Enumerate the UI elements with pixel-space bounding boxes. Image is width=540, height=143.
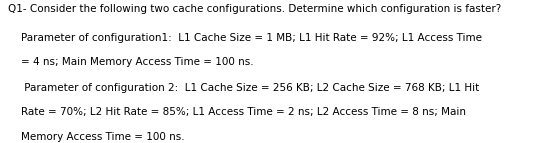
Text: Parameter of configuration1:  L1 Cache Size = 1 MB; L1 Hit Rate = 92%; L1 Access: Parameter of configuration1: L1 Cache Si…: [8, 33, 482, 43]
Text: Rate = 70%; L2 Hit Rate = 85%; L1 Access Time = 2 ns; L2 Access Time = 8 ns; Mai: Rate = 70%; L2 Hit Rate = 85%; L1 Access…: [8, 107, 466, 117]
Text: Q1- Consider the following two cache configurations. Determine which configurati: Q1- Consider the following two cache con…: [8, 4, 501, 14]
Text: = 4 ns; Main Memory Access Time = 100 ns.: = 4 ns; Main Memory Access Time = 100 ns…: [8, 57, 254, 67]
Text: Parameter of configuration 2:  L1 Cache Size = 256 KB; L2 Cache Size = 768 KB; L: Parameter of configuration 2: L1 Cache S…: [8, 83, 480, 93]
Text: Memory Access Time = 100 ns.: Memory Access Time = 100 ns.: [8, 132, 185, 142]
